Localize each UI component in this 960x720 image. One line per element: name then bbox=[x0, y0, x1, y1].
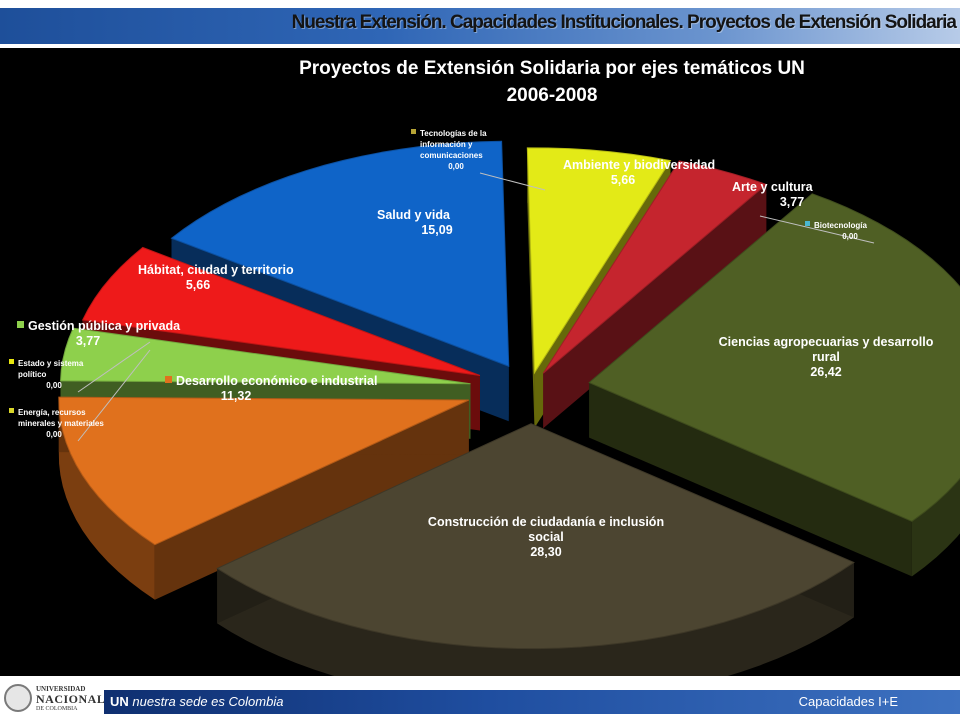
slice-label: Arte y cultura bbox=[732, 180, 814, 194]
slice-label: Energía, recursos bbox=[18, 408, 86, 417]
legend-swatch bbox=[165, 376, 172, 383]
pie-slice-side bbox=[58, 397, 155, 600]
legend-swatch bbox=[805, 221, 810, 226]
legend-swatch bbox=[721, 182, 728, 189]
pie-slice bbox=[81, 246, 481, 376]
slice-label: Estado y sistema bbox=[18, 359, 84, 368]
footer-bar: UN nuestra sede es Colombia Capacidades … bbox=[104, 690, 960, 714]
slice-value-label: 11,32 bbox=[221, 389, 252, 403]
slice-label: Tecnologías de la bbox=[420, 129, 487, 138]
slice-label: social bbox=[528, 530, 563, 544]
slice-label: Ambiente y biodiversidad bbox=[563, 158, 715, 172]
pie-slice-wall bbox=[543, 184, 767, 429]
slice-value-label: 5,66 bbox=[186, 278, 210, 292]
slice-value-label: 5,66 bbox=[611, 173, 635, 187]
slice-label: rural bbox=[812, 350, 840, 364]
pie-slice-side bbox=[217, 562, 854, 676]
slide-header: Nuestra Extensión. Capacidades Instituci… bbox=[0, 0, 960, 48]
pie-slice bbox=[216, 423, 855, 650]
legend-swatch bbox=[366, 210, 373, 217]
slice-label: Salud y vida bbox=[377, 208, 451, 222]
leader-line bbox=[77, 341, 151, 393]
slice-value-label: 0,00 bbox=[46, 381, 62, 390]
legend-swatch bbox=[9, 359, 14, 364]
logo-line-3: DE COLOMBIA bbox=[36, 706, 78, 712]
pie-slice bbox=[542, 160, 768, 374]
header-bar bbox=[0, 8, 960, 44]
slice-label: comunicaciones bbox=[420, 151, 483, 160]
slice-value-label: 3,77 bbox=[780, 195, 804, 209]
pie-chart-area: Tecnologías de la información y comunicaci… bbox=[0, 48, 960, 676]
university-seal-icon bbox=[4, 684, 32, 712]
slice-value-label: 26,42 bbox=[810, 365, 841, 379]
legend-swatch bbox=[705, 337, 712, 344]
slice-label: Hábitat, ciudad y territorio bbox=[138, 263, 294, 277]
pie-slice bbox=[588, 193, 960, 522]
slice-label: Construcción de ciudadanía e inclusión bbox=[428, 515, 664, 529]
slice-value-label: 28,30 bbox=[530, 545, 561, 559]
slide-footer: UNIVERSIDAD NACIONAL DE COLOMBIA UN nues… bbox=[0, 676, 960, 720]
legend-swatch bbox=[127, 265, 134, 272]
page-title: Nuestra Extensión. Capacidades Instituci… bbox=[291, 12, 957, 33]
slice-value-label: 3,77 bbox=[76, 334, 100, 348]
slice-value-label: 0,00 bbox=[448, 162, 464, 171]
logo-line-2: NACIONAL bbox=[36, 692, 106, 706]
pie-slice bbox=[58, 396, 469, 546]
legend-swatch bbox=[9, 408, 14, 413]
footer-tagline-text: nuestra sede es Colombia bbox=[132, 694, 284, 709]
footer-section-label: Capacidades I+E bbox=[798, 694, 898, 709]
leader-line bbox=[479, 172, 546, 191]
pie-slice bbox=[526, 147, 672, 375]
chart-title: Proyectos de Extensión Solidaria por eje… bbox=[299, 58, 805, 79]
legend-swatch bbox=[411, 129, 416, 134]
legend-swatch bbox=[552, 160, 559, 167]
slice-label: Desarrollo económico e industrial bbox=[176, 374, 377, 388]
chart-subtitle: 2006-2008 bbox=[507, 85, 598, 106]
footer-un: UN bbox=[110, 694, 129, 709]
pie-slice bbox=[170, 140, 510, 367]
legend-swatch bbox=[17, 321, 24, 328]
slice-label: Ciencias agropecuarias y desarrollo bbox=[719, 335, 934, 349]
logo-line-1: UNIVERSIDAD bbox=[36, 685, 86, 693]
legend-swatch bbox=[425, 517, 432, 524]
pie-chart: Tecnologías de la información y comunicaci… bbox=[9, 58, 960, 676]
leader-line bbox=[77, 349, 151, 442]
slice-label: político bbox=[18, 370, 47, 379]
leader-line bbox=[759, 215, 875, 244]
slice-value-label: 0,00 bbox=[46, 430, 62, 439]
slice-label: información y bbox=[420, 140, 473, 149]
slice-label: minerales y materiales bbox=[18, 419, 104, 428]
pie-slice bbox=[60, 327, 471, 385]
slice-value-label: 0,00 bbox=[842, 232, 858, 241]
slice-value-label: 15,09 bbox=[421, 223, 452, 237]
university-logo: UNIVERSIDAD NACIONAL DE COLOMBIA bbox=[4, 682, 105, 716]
slice-label: Gestión pública y privada bbox=[28, 319, 181, 333]
slice-label: Biotecnología bbox=[814, 221, 867, 230]
footer-tagline: UN nuestra sede es Colombia bbox=[110, 694, 283, 709]
pie-slice-wall bbox=[589, 382, 912, 577]
